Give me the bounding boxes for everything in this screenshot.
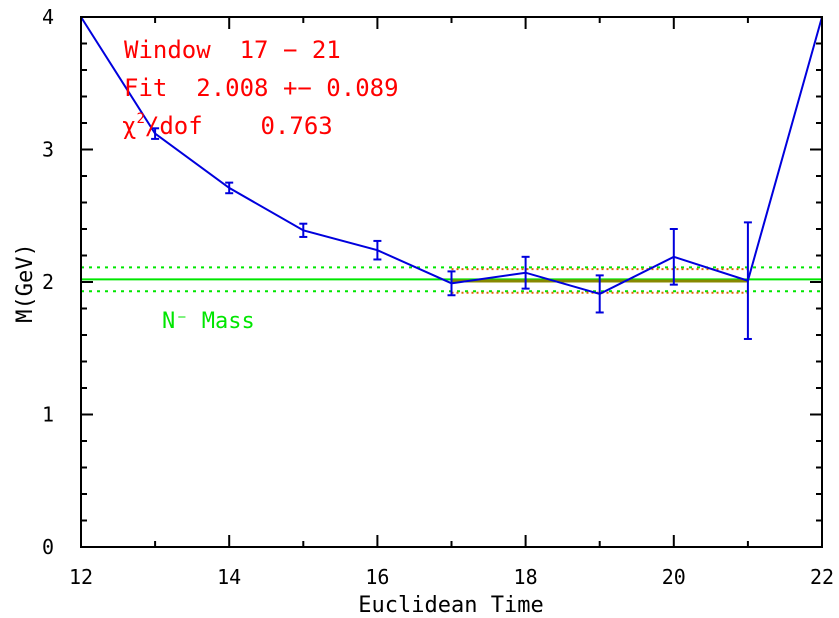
x-tick-label: 22 bbox=[810, 565, 834, 589]
x-tick-label: 20 bbox=[662, 565, 686, 589]
error-bar bbox=[373, 239, 382, 261]
nucleon-mass-label: N⁻ Mass bbox=[162, 309, 255, 334]
chi-rest: /dof 0.763 bbox=[145, 112, 333, 140]
chi-exponent: 2 bbox=[136, 111, 144, 127]
error-bar bbox=[669, 228, 678, 286]
y-tick-label: 2 bbox=[42, 270, 54, 294]
y-axis-label: M(GeV) bbox=[13, 243, 38, 322]
chi-symbol: χ bbox=[122, 112, 136, 140]
error-bar bbox=[151, 127, 160, 140]
chi2-annotation: χ2/dof 0.763 bbox=[122, 111, 333, 140]
y-tick-label: 4 bbox=[42, 5, 54, 29]
y-tick-label: 3 bbox=[42, 138, 54, 162]
x-tick-label: 18 bbox=[514, 565, 538, 589]
x-tick-label: 12 bbox=[69, 565, 93, 589]
x-tick-label: 14 bbox=[217, 565, 241, 589]
x-tick-label: 16 bbox=[365, 565, 389, 589]
error-bar bbox=[743, 221, 752, 340]
error-bar bbox=[447, 270, 456, 297]
x-axis-label: Euclidean Time bbox=[358, 593, 543, 618]
error-bar bbox=[299, 222, 308, 238]
axes bbox=[80, 16, 823, 548]
error-bar bbox=[521, 255, 530, 290]
effective-mass-series bbox=[80, 16, 823, 340]
y-tick-label: 1 bbox=[42, 403, 54, 427]
fit-annotation: Fit 2.008 +− 0.089 bbox=[124, 74, 399, 102]
window-annotation: Window 17 − 21 bbox=[124, 36, 341, 64]
y-tick-label: 0 bbox=[42, 535, 54, 559]
error-bar bbox=[595, 274, 604, 314]
error-bar bbox=[225, 181, 234, 195]
